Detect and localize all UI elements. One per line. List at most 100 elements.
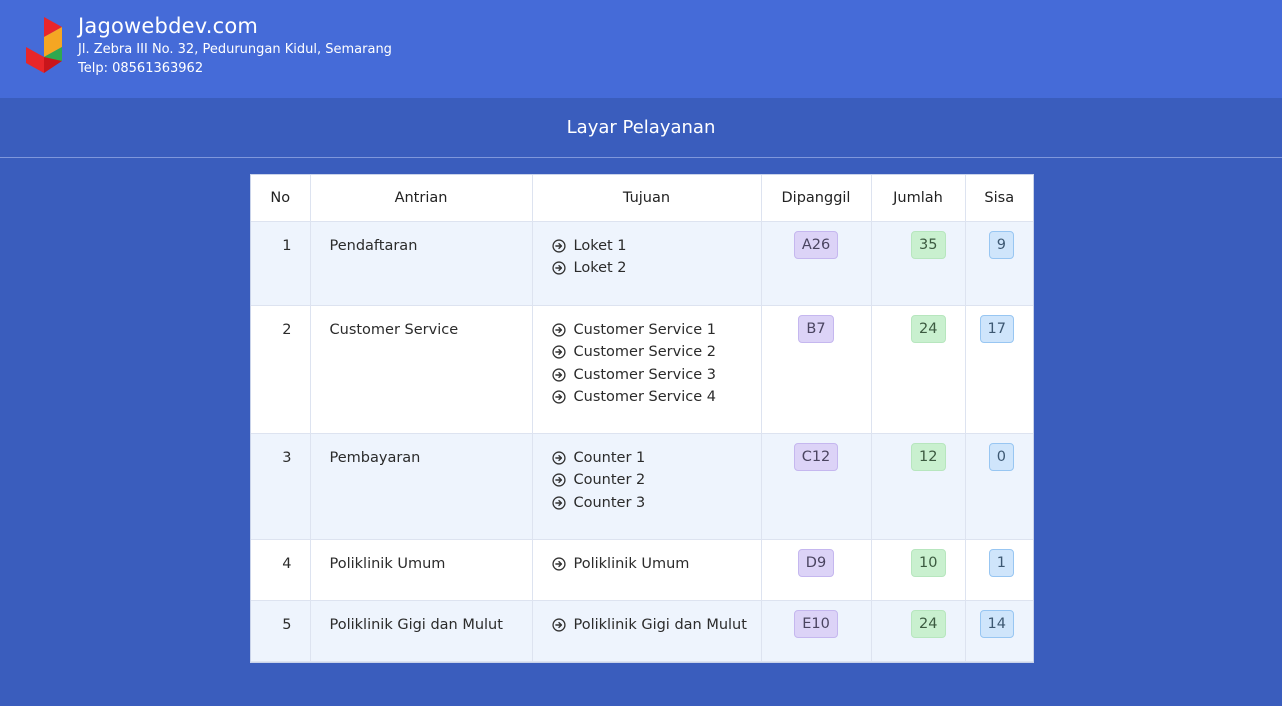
table-body: 1 Pendaftaran Loket 1 Loket 2 A26 35 9 2 Custome… (251, 221, 1033, 662)
total-count-badge: 35 (911, 230, 946, 259)
cell-antrian: Poliklinik Umum (310, 539, 533, 601)
col-header-tujuan: Tujuan (532, 175, 762, 222)
destination-item: Poliklinik Gigi dan Mulut (551, 614, 761, 637)
cell-dipanggil: C12 (761, 433, 872, 540)
cell-tujuan: Loket 1 Loket 2 (532, 221, 762, 306)
cell-no: 2 (251, 305, 311, 434)
cell-no: 4 (251, 539, 311, 601)
cell-sisa: 9 (965, 221, 1033, 306)
col-header-no: No (251, 175, 311, 222)
destination-item: Loket 2 (551, 257, 761, 280)
cell-jumlah: 35 (871, 221, 966, 306)
arrow-circle-right-icon (551, 496, 566, 510)
arrow-circle-right-icon (551, 345, 566, 359)
total-count-badge: 24 (911, 609, 946, 638)
queue-table-container: No Antrian Tujuan Dipanggil Jumlah Sisa … (250, 174, 1034, 663)
destination-label: Counter 2 (573, 472, 646, 488)
cell-tujuan: Counter 1 Counter 2 Counter 3 (532, 433, 762, 540)
arrow-circle-right-icon (551, 557, 566, 571)
col-header-sisa: Sisa (965, 175, 1033, 222)
cell-dipanggil: D9 (761, 539, 872, 601)
arrow-circle-right-icon (551, 473, 566, 487)
table-row: 3 Pembayaran Counter 1 Counter 2 Counter 3 C1… (251, 433, 1033, 540)
destination-item: Poliklinik Umum (551, 553, 761, 576)
col-header-antrian: Antrian (310, 175, 533, 222)
cell-sisa: 17 (965, 305, 1033, 434)
queue-table: No Antrian Tujuan Dipanggil Jumlah Sisa … (251, 175, 1033, 662)
destination-item: Loket 1 (551, 235, 761, 258)
cell-jumlah: 12 (871, 433, 966, 540)
destination-label: Customer Service 3 (573, 366, 716, 383)
table-row: 1 Pendaftaran Loket 1 Loket 2 A26 35 9 (251, 221, 1033, 306)
destination-item: Customer Service 1 (551, 319, 761, 342)
cell-tujuan: Poliklinik Umum (532, 539, 762, 601)
destination-item: Counter 3 (551, 492, 761, 515)
arrow-circle-right-icon (551, 368, 566, 382)
cell-no: 5 (251, 600, 311, 662)
called-number-badge: D9 (797, 548, 835, 577)
cell-dipanggil: A26 (761, 221, 872, 306)
cell-no: 1 (251, 221, 311, 306)
destination-label: Loket 2 (573, 260, 627, 276)
remaining-count-badge: 0 (988, 442, 1014, 471)
total-count-badge: 12 (911, 442, 946, 471)
arrow-circle-right-icon (551, 390, 566, 404)
called-number-badge: E10 (794, 609, 838, 638)
cell-sisa: 1 (965, 539, 1033, 601)
destination-item: Customer Service 4 (551, 386, 761, 409)
destination-label: Counter 1 (573, 449, 646, 466)
called-number-badge: C12 (793, 442, 839, 471)
cell-antrian: Poliklinik Gigi dan Mulut (310, 600, 533, 662)
cell-jumlah: 24 (871, 305, 966, 434)
cell-jumlah: 24 (871, 600, 966, 662)
destination-label: Counter 3 (573, 494, 646, 511)
remaining-count-badge: 14 (979, 609, 1014, 638)
destination-label: Poliklinik Umum (573, 555, 690, 572)
cell-tujuan: Customer Service 1 Customer Service 2 Cust… (532, 305, 762, 434)
cell-no: 3 (251, 433, 311, 540)
table-row: 2 Customer Service Customer Service 1 Custo… (251, 305, 1033, 434)
destination-label: Loket 1 (573, 237, 627, 254)
remaining-count-badge: 9 (988, 230, 1014, 259)
destination-label: Customer Service 4 (573, 389, 716, 405)
destination-label: Poliklinik Gigi dan Mulut (573, 616, 747, 633)
arrow-circle-right-icon (551, 239, 566, 253)
arrow-circle-right-icon (551, 451, 566, 465)
destination-label: Customer Service 2 (573, 344, 716, 360)
destination-item: Customer Service 3 (551, 364, 761, 387)
arrow-circle-right-icon (551, 261, 566, 275)
page-title-bar: Layar Pelayanan (0, 98, 1282, 158)
cell-sisa: 0 (965, 433, 1033, 540)
brand-name: Jagowebdev.com (78, 14, 259, 38)
cell-tujuan: Poliklinik Gigi dan Mulut (532, 600, 762, 662)
remaining-count-badge: 1 (988, 548, 1014, 577)
brand-phone: Telp: 08561363962 (78, 61, 204, 76)
destination-item: Customer Service 2 (551, 341, 761, 364)
brand-address: Jl. Zebra III No. 32, Pedurungan Kidul, … (78, 42, 392, 57)
jagowebdev-logo (26, 17, 62, 73)
arrow-circle-right-icon (551, 323, 566, 337)
remaining-count-badge: 17 (979, 314, 1014, 343)
cell-sisa: 14 (965, 600, 1033, 662)
col-header-jumlah: Jumlah (871, 175, 966, 222)
called-number-badge: B7 (798, 314, 834, 343)
table-row: 4 Poliklinik Umum Poliklinik Umum D9 10 1 (251, 539, 1033, 601)
brand-block: Jagowebdev.com Jl. Zebra III No. 32, Ped… (78, 12, 392, 78)
col-header-dipanggil: Dipanggil (761, 175, 872, 222)
page-title: Layar Pelayanan (566, 117, 716, 138)
destination-item: Counter 2 (551, 469, 761, 492)
called-number-badge: A26 (793, 230, 839, 259)
cell-dipanggil: E10 (761, 600, 872, 662)
table-row: 5 Poliklinik Gigi dan Mulut Poliklinik Gig… (251, 600, 1033, 662)
table-header-row: No Antrian Tujuan Dipanggil Jumlah Sisa (251, 175, 1033, 222)
cell-antrian: Customer Service (310, 305, 533, 434)
total-count-badge: 10 (911, 548, 946, 577)
cell-antrian: Pendaftaran (310, 221, 533, 306)
destination-item: Counter 1 (551, 447, 761, 470)
total-count-badge: 24 (911, 314, 946, 343)
cell-jumlah: 10 (871, 539, 966, 601)
top-header: Jagowebdev.com Jl. Zebra III No. 32, Ped… (0, 0, 1282, 98)
arrow-circle-right-icon (551, 618, 566, 632)
destination-label: Customer Service 1 (573, 321, 716, 338)
cell-antrian: Pembayaran (310, 433, 533, 540)
